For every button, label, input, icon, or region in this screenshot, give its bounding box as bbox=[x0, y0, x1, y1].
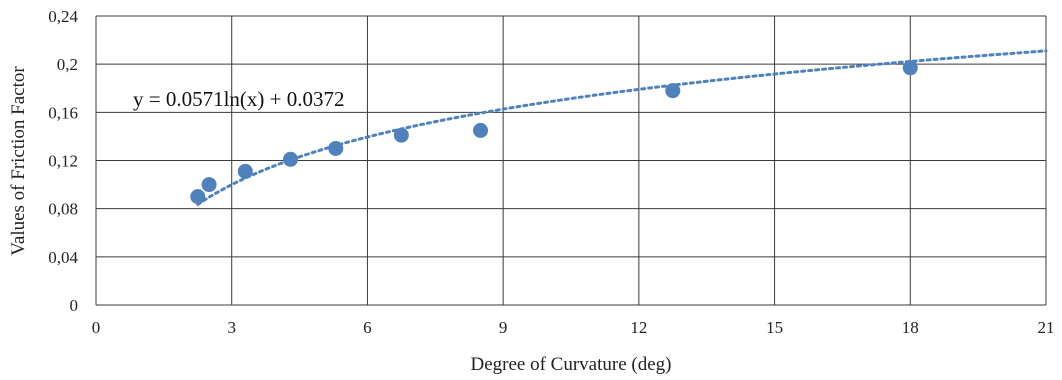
y-tick-label: 0,24 bbox=[48, 7, 78, 26]
x-tick-label: 3 bbox=[227, 318, 236, 337]
y-tick-label: 0,16 bbox=[48, 103, 78, 122]
data-point bbox=[201, 177, 217, 193]
x-tick-label: 18 bbox=[902, 318, 919, 337]
y-axis-label: Values of Friction Factor bbox=[8, 66, 29, 256]
y-tick-labels: 0 0,04 0,08 0,12 0,16 0,2 0,24 bbox=[48, 7, 78, 315]
x-tick-label: 6 bbox=[363, 318, 372, 337]
x-tick-label: 12 bbox=[630, 318, 647, 337]
x-tick-label: 15 bbox=[766, 318, 783, 337]
data-point bbox=[190, 189, 206, 205]
x-tick-label: 0 bbox=[92, 318, 101, 337]
x-axis-label: Degree of Curvature (deg) bbox=[471, 354, 672, 375]
y-tick-label: 0,04 bbox=[48, 248, 78, 267]
y-tick-label: 0 bbox=[70, 296, 79, 315]
y-tick-label: 0,08 bbox=[48, 200, 78, 219]
data-point bbox=[283, 151, 299, 167]
data-point bbox=[393, 127, 409, 143]
y-tick-label: 0,2 bbox=[57, 55, 78, 74]
x-tick-label: 9 bbox=[499, 318, 508, 337]
data-point bbox=[473, 122, 489, 138]
data-point bbox=[328, 140, 344, 156]
trendline-equation: y = 0.0571ln(x) + 0.0372 bbox=[133, 87, 345, 111]
data-point bbox=[237, 163, 253, 179]
y-tick-label: 0,12 bbox=[48, 152, 78, 171]
data-point bbox=[665, 83, 681, 99]
x-tick-label: 21 bbox=[1038, 318, 1055, 337]
x-tick-labels: 0 3 6 9 12 15 18 21 bbox=[92, 318, 1055, 337]
gridlines bbox=[95, 15, 1047, 306]
data-points bbox=[190, 60, 918, 205]
data-point bbox=[902, 60, 918, 76]
